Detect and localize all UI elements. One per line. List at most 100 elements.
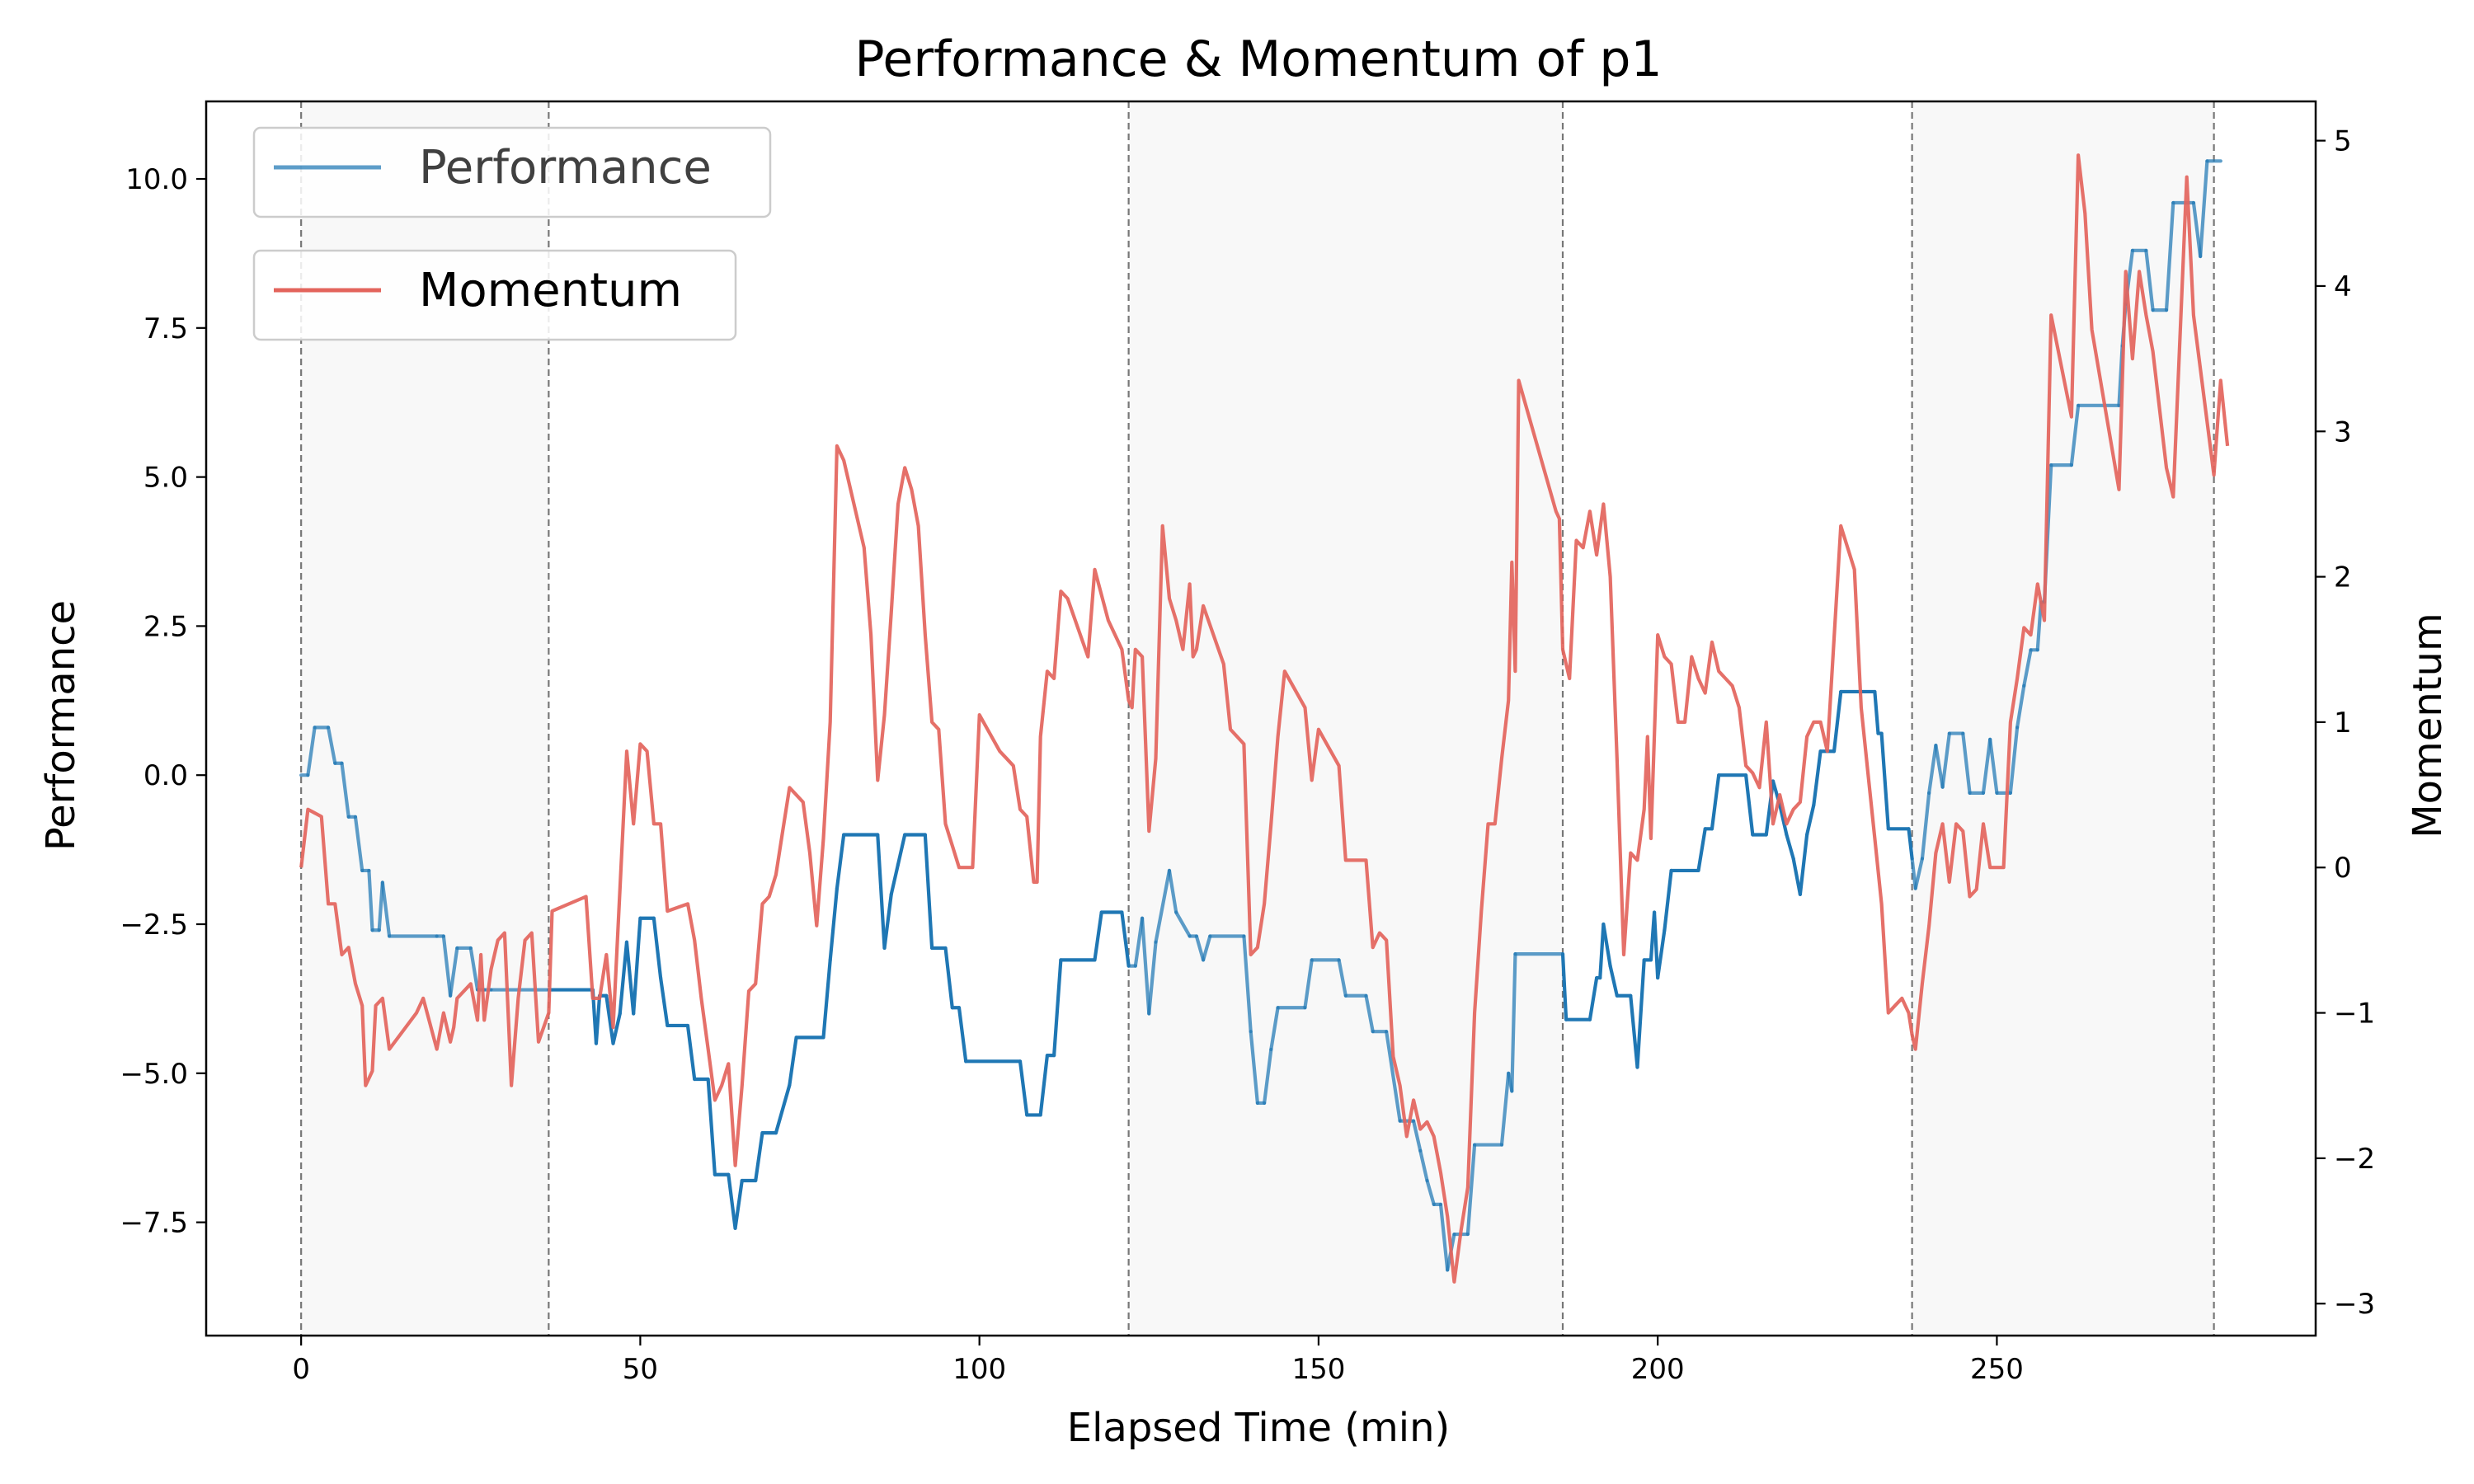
y-axis-right: 5 4 3 2 1 0 −1 −2 −3 xyxy=(2316,125,2375,1321)
performance-line-segment xyxy=(1560,952,1569,1021)
performance-line-segment xyxy=(1981,737,1992,795)
performance-line-segment xyxy=(2144,248,2155,312)
performance-line-segment xyxy=(651,916,663,980)
performance-line-segment xyxy=(1201,934,1212,962)
performance-line-segment xyxy=(896,833,907,866)
performance-line-segment xyxy=(1710,773,1721,831)
y-left-tick-label: 5.0 xyxy=(143,462,188,495)
performance-line-segment xyxy=(1988,737,1999,795)
x-axis: 0 50 100 150 200 250 xyxy=(292,1336,2024,1386)
performance-line-segment xyxy=(1934,743,1945,789)
performance-line-segment xyxy=(1249,1030,1259,1106)
performance-line-segment xyxy=(1961,731,1972,795)
performance-line-segment xyxy=(1663,868,1673,932)
performance-line-segment xyxy=(1337,958,1348,998)
performance-line-segment xyxy=(923,833,934,951)
series-layer xyxy=(299,153,2230,1284)
legend-box-performance xyxy=(252,126,772,218)
performance-line-segment xyxy=(2199,159,2209,259)
performance-line-segment xyxy=(706,1077,717,1176)
performance-line-segment xyxy=(2035,600,2043,652)
y-axis-right-label: Momentum xyxy=(2405,613,2451,838)
performance-line-segment xyxy=(1913,857,1925,890)
y-left-tick-label: 10.0 xyxy=(125,163,188,196)
performance-line-segment xyxy=(1120,910,1131,968)
performance-line-segment xyxy=(1052,958,1063,1058)
performance-line-segment xyxy=(943,946,954,1010)
y-left-tick-label: −5.0 xyxy=(120,1058,188,1091)
performance-line-segment xyxy=(1018,1059,1029,1117)
performance-line-segment xyxy=(1805,803,1816,837)
performance-line-segment xyxy=(733,1178,744,1230)
performance-line-segment xyxy=(1303,958,1314,1010)
performance-line-segment xyxy=(1425,1178,1436,1206)
performance-line-segment xyxy=(306,726,317,777)
performance-line-segment xyxy=(594,993,602,1045)
performance-line-segment xyxy=(1364,993,1375,1034)
performance-line-segment xyxy=(2015,683,2026,730)
y-left-tick-label: −7.5 xyxy=(120,1207,188,1240)
x-tick-label: 200 xyxy=(1631,1353,1685,1386)
performance-line-segment xyxy=(658,975,670,1028)
legend-momentum: Momentum xyxy=(252,249,737,341)
performance-line-segment xyxy=(441,934,453,998)
performance-line-segment xyxy=(1696,827,1707,873)
performance-line-segment xyxy=(1587,975,1599,1021)
performance-line-segment xyxy=(828,886,840,962)
performance-line-segment xyxy=(1656,928,1667,980)
y-right-tick-label: 0 xyxy=(2334,852,2352,885)
performance-line-segment xyxy=(1598,922,1606,980)
performance-line-segment xyxy=(367,868,374,932)
performance-line-segment xyxy=(1194,934,1206,962)
legend-box-momentum xyxy=(252,249,737,341)
set-shade-2 xyxy=(1912,101,2214,1336)
performance-line-segment xyxy=(1140,916,1151,1016)
x-tick-label: 250 xyxy=(1970,1353,2024,1386)
y-right-tick-label: −3 xyxy=(2334,1288,2375,1321)
legend-label-performance: Performance xyxy=(419,141,712,195)
y-right-tick-label: 1 xyxy=(2334,707,2352,740)
performance-line-segment xyxy=(1438,1202,1450,1272)
performance-line-segment xyxy=(1038,1054,1050,1117)
performance-line-segment xyxy=(889,862,901,896)
y-right-tick-label: −1 xyxy=(2334,998,2375,1031)
performance-line-segment xyxy=(2022,648,2033,688)
momentum-line xyxy=(299,153,2230,1284)
performance-line-segment xyxy=(1798,833,1809,896)
performance-line-segment xyxy=(1499,1071,1511,1147)
performance-line-segment xyxy=(835,833,846,890)
x-tick-label: 0 xyxy=(292,1353,310,1386)
performance-line-segment xyxy=(1940,731,1951,789)
performance-line-segment xyxy=(1418,1148,1429,1183)
performance-line-segment xyxy=(611,1012,622,1045)
legend-label-momentum: Momentum xyxy=(419,264,682,317)
performance-line-segment xyxy=(957,1006,968,1064)
performance-line-segment xyxy=(2191,200,2203,259)
performance-line-segment xyxy=(1778,803,1789,837)
performance-line-segment xyxy=(1242,934,1253,1034)
performance-line-segment xyxy=(380,881,392,938)
y-axis-left-label: Performance xyxy=(38,600,84,851)
y-left-tick-label: 2.5 xyxy=(143,610,188,643)
performance-line-segment xyxy=(1174,910,1192,938)
performance-line-segment xyxy=(449,946,459,998)
performance-line-segment xyxy=(1154,868,1172,944)
performance-line-segment xyxy=(1927,743,1938,795)
x-tick-label: 150 xyxy=(1291,1353,1345,1386)
performance-line-segment xyxy=(1411,1119,1423,1153)
set-shade-1 xyxy=(1128,101,1564,1336)
performance-line-segment xyxy=(624,940,636,1016)
x-tick-label: 50 xyxy=(623,1353,658,1386)
performance-line-segment xyxy=(1652,910,1660,980)
performance-line-segment xyxy=(727,1172,737,1230)
performance-line-segment xyxy=(1093,910,1103,962)
performance-line-segment xyxy=(632,916,642,1016)
chart-title: Performance & Momentum of p1 xyxy=(854,31,1662,88)
y-right-tick-label: 2 xyxy=(2334,561,2352,594)
performance-line-segment xyxy=(618,940,629,1016)
y-right-tick-label: 5 xyxy=(2334,125,2352,158)
y-left-tick-label: 0.0 xyxy=(143,759,188,792)
performance-line-segment xyxy=(1629,993,1639,1069)
performance-line-segment xyxy=(1167,868,1178,914)
